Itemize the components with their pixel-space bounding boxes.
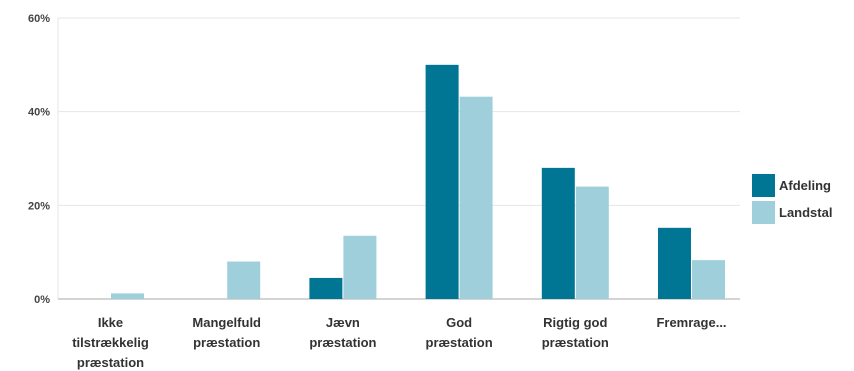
- category-label-line: præstation: [193, 335, 260, 350]
- bar-afdeling-4: [541, 167, 575, 299]
- bar-landstal-3: [459, 96, 493, 300]
- legend-swatch-landstal: [752, 201, 775, 224]
- gridlines: [57, 17, 740, 300]
- category-label-line: præstation: [542, 335, 609, 350]
- legend-label-afdeling: Afdeling: [779, 178, 831, 193]
- bar-afdeling-2: [309, 277, 343, 299]
- bar-landstal-5: [692, 260, 725, 299]
- bars: [111, 64, 725, 300]
- bar-landstal-1: [227, 261, 261, 299]
- bar-landstal-2: [343, 235, 377, 299]
- category-labels: Ikke tilstrækkelig præstation Mangelfuld præ…: [72, 315, 726, 370]
- category-label-line: præstation: [77, 355, 144, 370]
- category-label: Ikke tilstrækkelig præstation: [72, 315, 149, 370]
- category-label-line: Jævn: [326, 315, 360, 330]
- category-label-line: God: [446, 315, 472, 330]
- bar-afdeling-5: [658, 227, 691, 299]
- category-label-line: tilstrækkelig: [72, 335, 149, 350]
- legend-label-landstal: Landstal: [779, 205, 832, 220]
- category-label: Rigtig god præstation: [542, 315, 609, 350]
- bar-landstal-4: [575, 186, 609, 299]
- y-axis-ticks: 0% 20% 40% 60%: [28, 13, 50, 306]
- category-label-line: Ikke: [98, 315, 123, 330]
- category-label-line: præstation: [426, 335, 493, 350]
- category-label: God præstation: [426, 315, 493, 350]
- category-label-line: Rigtig god: [543, 315, 607, 330]
- legend: Afdeling Landstal: [752, 174, 832, 224]
- category-label-line: Mangelfuld: [192, 315, 261, 330]
- category-label: Jævn præstation: [309, 315, 376, 350]
- y-tick-label: 60%: [28, 13, 50, 25]
- legend-swatch-afdeling: [752, 174, 775, 197]
- y-tick-label: 40%: [28, 107, 50, 119]
- category-label: Mangelfuld præstation: [192, 315, 261, 350]
- category-label-line: Fremrage...: [656, 315, 726, 330]
- bar-landstal-0: [111, 293, 144, 299]
- category-label-line: præstation: [309, 335, 376, 350]
- bar-afdeling-3: [425, 64, 459, 299]
- y-tick-label: 0%: [34, 294, 50, 306]
- category-label: Fremrage...: [656, 315, 726, 330]
- y-tick-label: 20%: [28, 200, 50, 212]
